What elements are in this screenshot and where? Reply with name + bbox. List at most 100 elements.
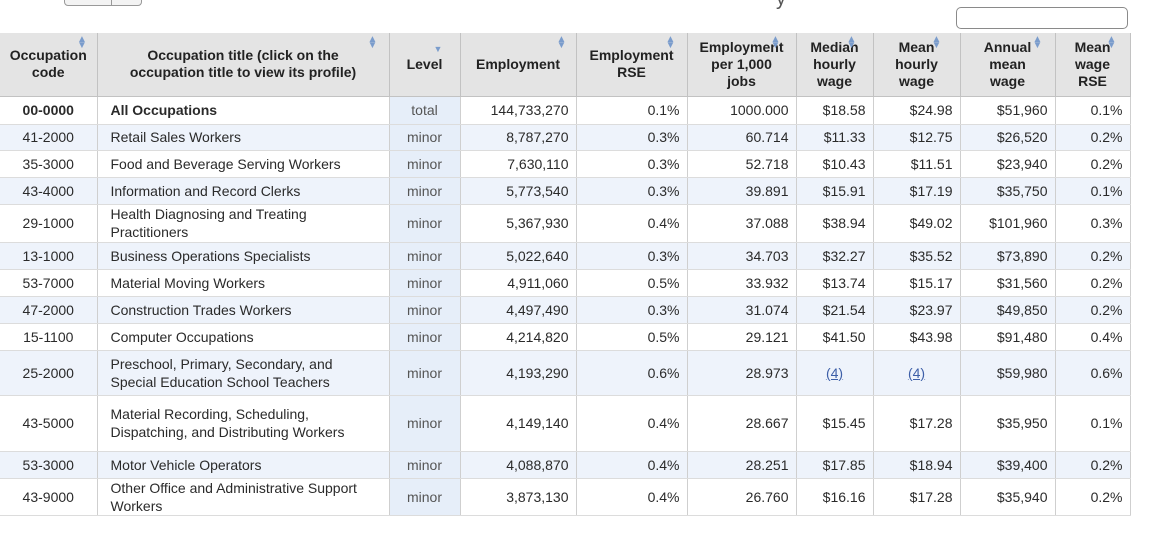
cell-per-1000: 29.121 [687,323,797,351]
cell-level: minor [389,269,461,297]
occupation-title-link[interactable]: Retail Sales Workers [110,129,241,145]
column-header-text: wage [989,72,1025,89]
column-header-text: jobs [727,72,756,89]
occupation-title-link[interactable]: Motor Vehicle Operators [110,456,262,473]
column-header-level[interactable]: Level ▼ [389,33,461,97]
page-size-select[interactable] [64,0,142,6]
column-header-code[interactable]: Occupation code ▲ ▼ [0,33,98,97]
cell-per-1000: 52.718 [687,150,797,178]
sort-toggle-icon[interactable]: ▲ ▼ [931,34,942,51]
cell-code: 43-5000 [0,395,98,452]
cell-employment-rse: 0.3% [576,150,688,178]
occupation-title-link[interactable]: Business Operations Specialists [110,247,311,264]
table-row: 15-1100 Computer Occupations minor 4,214,82… [0,323,1131,351]
cut-off-heading-glyph: y [776,0,786,11]
cell-level: minor [389,323,461,351]
cell-employment-rse: 0.3% [576,177,688,205]
sort-toggle-icon[interactable]: ▲ ▼ [556,34,567,51]
occupation-title-link[interactable]: Information and Record Clerks [110,182,301,199]
column-header-employment-rse[interactable]: Employment RSE ▲ ▼ [576,33,688,97]
cell-employment: 8,787,270 [460,124,577,151]
sort-toggle-icon[interactable]: ▲ ▼ [770,34,781,51]
cell-annual-mean: $31,560 [960,269,1056,297]
cell-level: total [389,96,461,125]
column-header-text: per 1,000 [711,55,772,72]
column-header-text: wage [816,72,852,89]
occupation-title-link[interactable]: Material Recording, Scheduling, Dispatch… [110,406,345,440]
column-header-title[interactable]: Occupation title (click on the occupation… [97,33,390,97]
cell-median-hourly: $18.58 [796,96,874,125]
cell-annual-mean: $49,850 [960,296,1056,324]
cell-mean-hourly: $35.52 [873,242,961,270]
cell-code: 43-4000 [0,177,98,205]
occupation-title-link[interactable]: All Occupations [110,102,218,118]
cell-mean-rse: 0.2% [1055,296,1131,324]
column-header-mean-hourly[interactable]: Mean hourly wage ▲ ▼ [873,33,961,97]
cell-title: Motor Vehicle Operators [97,451,390,479]
occupation-title-link[interactable]: Material Moving Workers [110,274,266,291]
column-header-annual-mean[interactable]: Annual mean wage ▲ ▼ [960,33,1056,97]
cell-per-1000: 26.760 [687,478,797,516]
column-header-text: RSE [617,64,646,81]
search-input[interactable] [956,7,1128,29]
sort-toggle-icon[interactable]: ▲ ▼ [846,34,857,51]
column-header-median-hourly[interactable]: Median hourly wage ▲ ▼ [796,33,874,97]
column-header-text: wage [898,72,934,89]
cell-annual-mean: $39,400 [960,451,1056,479]
column-header-text: hourly [813,55,856,72]
cell-annual-mean: $35,750 [960,177,1056,205]
occupation-title-link[interactable]: Computer Occupations [110,328,254,345]
cell-mean-rse: 0.2% [1055,451,1131,479]
cell-employment: 5,022,640 [460,242,577,270]
occupation-title-link[interactable]: Preschool, Primary, Secondary, and Speci… [110,355,333,390]
cell-per-1000: 39.891 [687,177,797,205]
cell-employment: 7,630,110 [460,150,577,178]
column-header-text: Employment [699,38,784,55]
column-header-employment[interactable]: Employment ▲ ▼ [460,33,577,97]
table-row: 35-3000 Food and Beverage Serving Workers… [0,150,1131,178]
cell-annual-mean: $35,940 [960,478,1056,516]
cell-mean-hourly: $24.98 [873,96,961,125]
occupation-title-link[interactable]: Food and Beverage Serving Workers [110,155,341,172]
cell-code: 15-1100 [0,323,98,351]
cell-per-1000: 1000.000 [687,96,797,125]
cell-employment-rse: 0.5% [576,323,688,351]
cell-employment-rse: 0.4% [576,395,688,452]
cell-employment-rse: 0.3% [576,296,688,324]
cell-median-hourly: $15.45 [796,395,874,452]
footnote-link[interactable]: (4) [825,364,844,381]
footnote-link[interactable]: (4) [907,364,926,381]
cell-employment: 4,497,490 [460,296,577,324]
cell-mean-rse: 0.2% [1055,242,1131,270]
sort-toggle-icon[interactable]: ▲ ▼ [665,34,676,51]
column-header-mean-rse[interactable]: Mean wage RSE ▲ ▼ [1055,33,1131,97]
cell-median-hourly: $11.33 [796,124,874,151]
occupation-title-link[interactable]: Construction Trades Workers [110,301,292,318]
occupation-title-link[interactable]: Health Diagnosing and Treating Practitio… [110,206,307,240]
cell-title: Other Office and Administrative Support … [97,478,390,516]
cell-level: minor [389,395,461,452]
occupation-title-link[interactable]: Other Office and Administrative Support … [110,479,357,514]
column-header-text: Mean [898,38,935,55]
table-row: 29-1000 Health Diagnosing and Treating Pr… [0,204,1131,243]
cell-median-hourly: $15.91 [796,177,874,205]
cell-mean-rse: 0.1% [1055,96,1131,125]
cell-employment: 4,088,870 [460,451,577,479]
cell-employment: 4,214,820 [460,323,577,351]
column-header-per-1000[interactable]: Employment per 1,000 jobs ▲ ▼ [687,33,797,97]
cell-level: minor [389,242,461,270]
sort-toggle-icon[interactable]: ▲ ▼ [367,34,378,51]
cell-employment: 5,773,540 [460,177,577,205]
column-header-text: Employment [475,55,560,72]
sort-descending-icon[interactable]: ▼ [433,44,443,54]
cell-per-1000: 60.714 [687,124,797,151]
cell-level: minor [389,204,461,243]
cell-employment-rse: 0.1% [576,96,688,125]
sort-toggle-icon[interactable]: ▲ ▼ [1106,34,1117,51]
cell-level: minor [389,451,461,479]
sort-toggle-icon[interactable]: ▲ ▼ [77,34,87,51]
cell-employment: 4,149,140 [460,395,577,452]
sort-toggle-icon[interactable]: ▲ ▼ [1032,34,1043,51]
cell-employment-rse: 0.4% [576,204,688,243]
cell-employment-rse: 0.3% [576,124,688,151]
